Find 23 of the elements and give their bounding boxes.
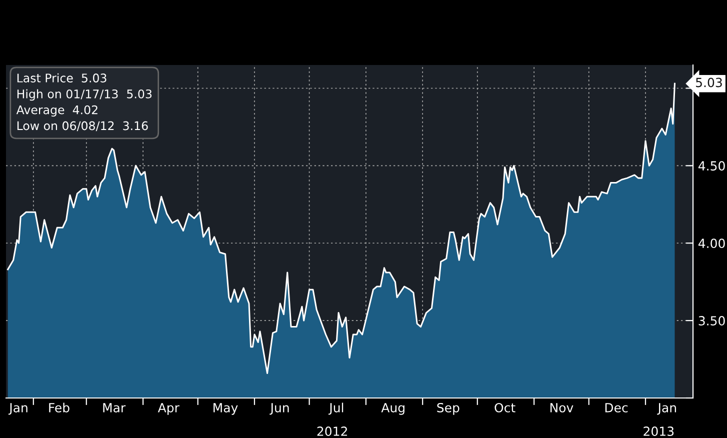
text: 2013 (644, 426, 674, 436)
x-tick-label: May (214, 403, 238, 415)
annotation: Average 4.02 (16, 105, 98, 117)
x-tick-label: Jan (657, 403, 676, 415)
x-tick-label: Feb (49, 402, 70, 412)
x-tick-label: Apr (158, 403, 180, 415)
x-tick-label: Sep (437, 402, 460, 415)
x-tick-label: Aug (381, 403, 404, 415)
x-tick-label: Oct (494, 402, 516, 412)
x-tick-label: Jul (328, 402, 344, 415)
x-tick-label: Nov (550, 403, 574, 412)
annotation: 5.03 (696, 78, 722, 88)
x-tick-label: Jun (270, 403, 289, 415)
annotation: Last Price 5.03 (17, 73, 106, 82)
y-tick-label: 4.50 (698, 161, 725, 171)
y-tick-label: 4.00 (698, 238, 725, 248)
x-tick-label: Dec (605, 403, 628, 412)
x-tick-label: Mar (103, 403, 126, 412)
annotation: Low on 06/08/12 3.16 (17, 121, 148, 132)
text: 2012 (317, 426, 347, 436)
x-tick-label: Jan (8, 403, 28, 415)
y-tick-label: 3.50 (698, 316, 725, 326)
annotation: High on 01/17/13 5.03 (17, 89, 152, 101)
